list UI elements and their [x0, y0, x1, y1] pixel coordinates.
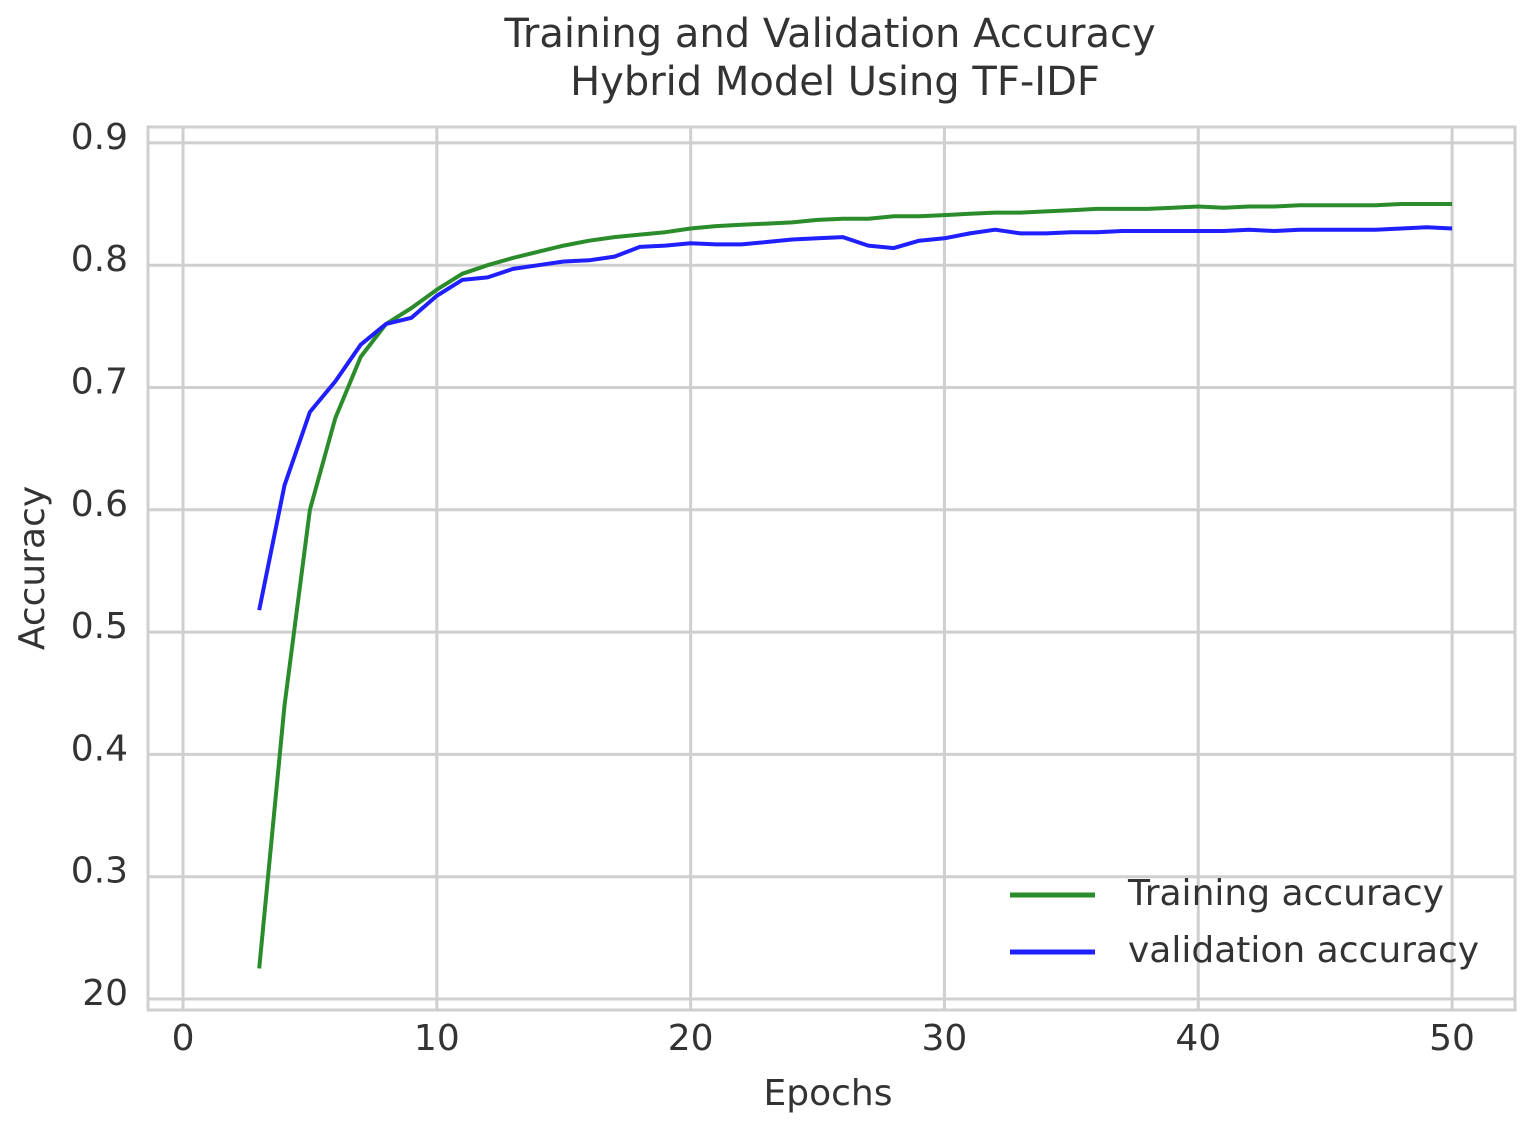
y-tick-label: 0.5 — [71, 606, 128, 647]
y-tick-label: 0.9 — [71, 117, 128, 158]
x-axis-label: Epochs — [764, 1073, 893, 1114]
legend-label: Training accuracy — [1127, 873, 1444, 914]
x-tick-label: 50 — [1429, 1018, 1475, 1059]
x-tick-label: 40 — [1175, 1018, 1221, 1059]
series-line — [257, 202, 1453, 969]
y-tick-label: 20 — [82, 973, 128, 1014]
chart-title: Training and Validation Accuracy — [503, 11, 1155, 57]
series-line — [257, 225, 1453, 611]
x-tick-label: 20 — [668, 1018, 714, 1059]
y-axis-label: Accuracy — [12, 486, 53, 650]
x-tick-label: 0 — [172, 1018, 195, 1059]
y-tick-label: 0.7 — [71, 361, 128, 402]
x-tick-label: 10 — [414, 1018, 460, 1059]
y-tick-label: 0.6 — [71, 484, 128, 525]
y-tick-label: 0.4 — [71, 728, 128, 769]
legend-label: validation accuracy — [1128, 930, 1479, 971]
plot-frame — [146, 125, 1517, 1012]
x-tick-label: 30 — [922, 1018, 968, 1059]
y-tick-label: 0.8 — [71, 239, 128, 280]
y-tick-label: 0.3 — [71, 851, 128, 892]
chart-subtitle: Hybrid Model Using TF-IDF — [570, 59, 1100, 105]
